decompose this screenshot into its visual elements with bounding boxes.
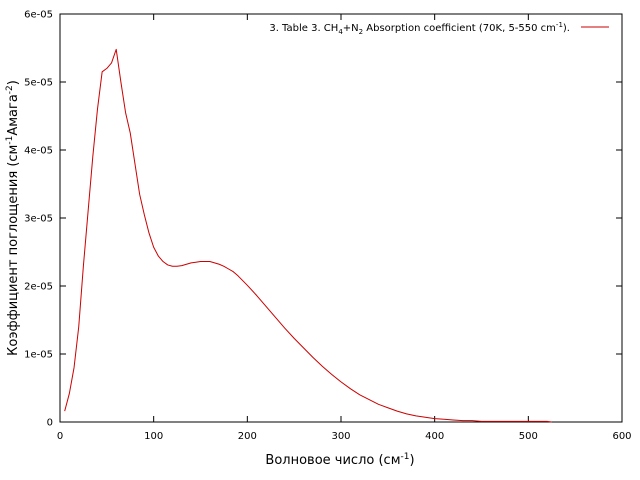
legend: 3. Table 3. CH4+N2 Absorption coefficien… [269, 21, 609, 36]
x-tick-label: 0 [57, 431, 63, 442]
y-axis-title: Коэффициент поглощения (см-1Амага-2) [5, 80, 21, 356]
x-axis-ticks: 0 100 200 300 400 500 600 [57, 14, 632, 442]
y-tick-label: 5e-05 [24, 78, 53, 89]
y-tick-label: 3e-05 [24, 214, 53, 225]
y-tick-label: 0 [47, 418, 53, 429]
x-tick-label: 500 [519, 431, 538, 442]
y-tick-label: 6e-05 [24, 10, 53, 21]
series-line-absorption [64, 48, 552, 423]
y-tick-label: 4e-05 [24, 146, 53, 157]
x-tick-label: 300 [331, 431, 350, 442]
legend-label: 3. Table 3. CH4+N2 Absorption coefficien… [269, 21, 570, 36]
series-layer [64, 48, 552, 423]
x-tick-label: 100 [144, 431, 163, 442]
x-tick-label: 200 [238, 431, 257, 442]
x-axis-title: Волновое число (см-1) [265, 452, 414, 468]
y-tick-label: 2e-05 [24, 282, 53, 293]
plot-frame [59, 13, 623, 423]
y-tick-label: 1e-05 [24, 350, 53, 361]
y-axis-ticks: 0 1e-05 2e-05 3e-05 4e-05 5e-05 6e-05 [24, 10, 622, 429]
x-tick-label: 400 [425, 431, 444, 442]
x-tick-label: 600 [612, 431, 631, 442]
